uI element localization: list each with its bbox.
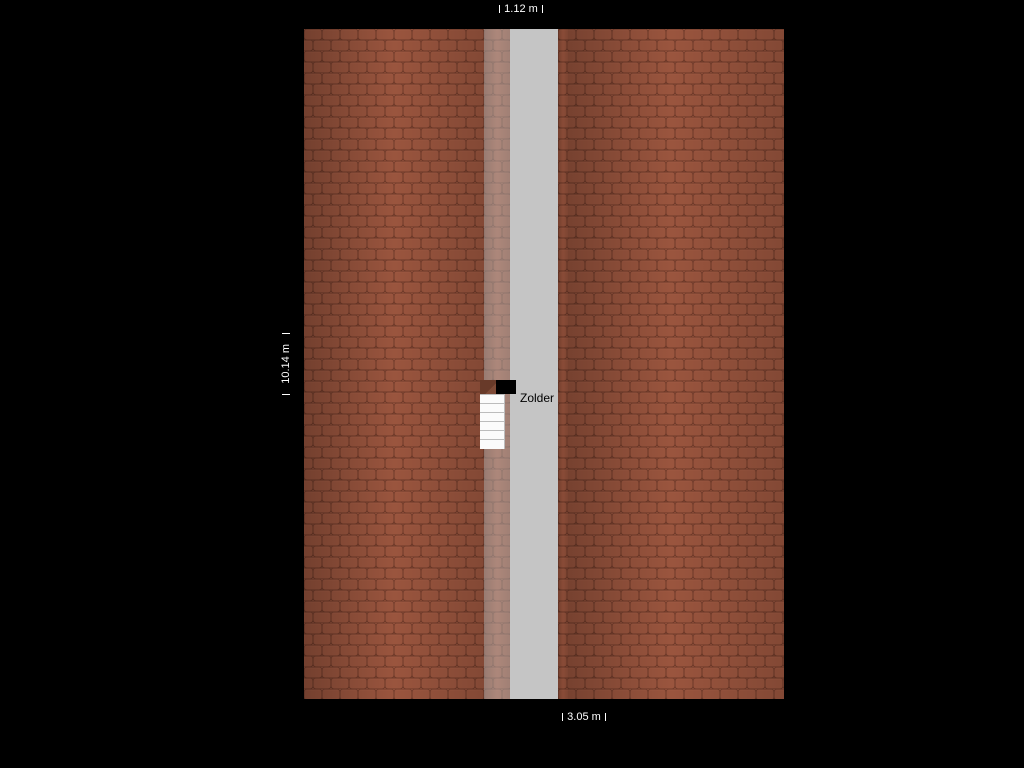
room-label-zolder: Zolder bbox=[520, 391, 554, 405]
floorplan-canvas: Zolder 1.12 m 3.05 m 10.14 m bbox=[0, 0, 1024, 768]
dimension-bottom: 3.05 m bbox=[484, 711, 684, 723]
roof-panel-right bbox=[558, 29, 784, 699]
stair-opening bbox=[496, 380, 516, 394]
dimension-value: 10.14 m bbox=[280, 344, 292, 384]
dimension-top: 1.12 m bbox=[484, 3, 558, 15]
stair-tread bbox=[480, 439, 505, 449]
staircase bbox=[480, 380, 505, 452]
roof-panel-left bbox=[304, 29, 484, 699]
dimension-value: 3.05 m bbox=[567, 711, 601, 723]
dimension-value: 1.12 m bbox=[504, 3, 538, 15]
dimension-left: 10.14 m bbox=[279, 29, 293, 699]
floor-area-zolder bbox=[484, 29, 558, 699]
